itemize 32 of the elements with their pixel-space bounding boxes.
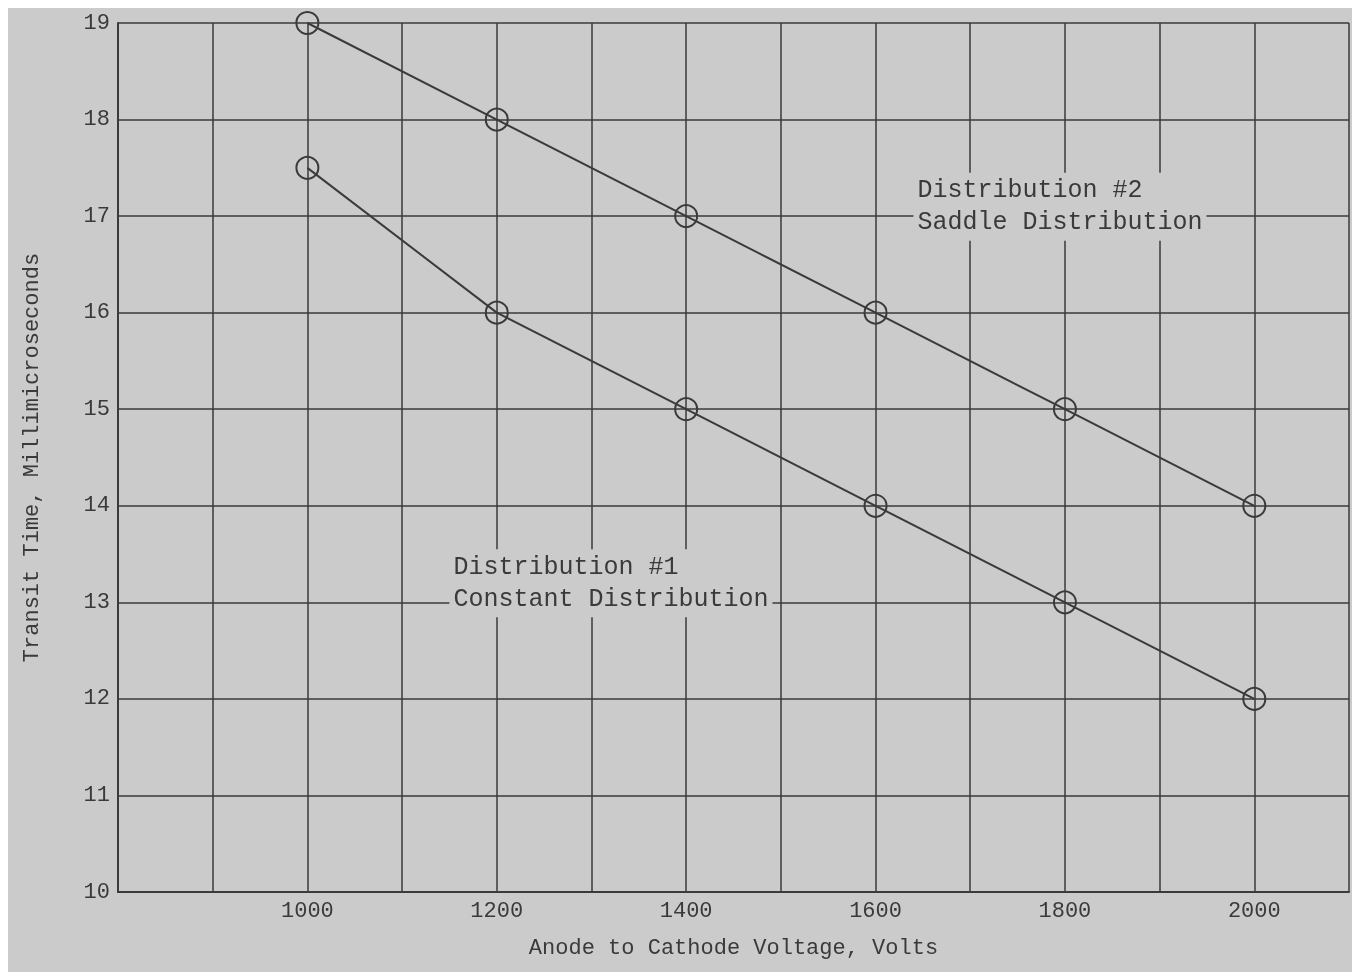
x-tick-label: 1000 xyxy=(280,898,334,924)
x-tick-label: 2000 xyxy=(1227,898,1281,924)
annotation: Distribution #1 Constant Distribution xyxy=(453,552,769,614)
y-tick-label: 14 xyxy=(83,493,110,519)
x-axis-title: Anode to Cathode Voltage, Volts xyxy=(528,935,939,961)
annotation: Distribution #2 Saddle Distribution xyxy=(917,176,1203,238)
y-tick-label: 17 xyxy=(83,203,110,229)
y-tick-label: 18 xyxy=(83,107,110,133)
y-tick-label: 11 xyxy=(83,782,110,808)
y-axis-title: Transit Time, Millimicroseconds xyxy=(19,252,45,663)
x-tick-label: 1400 xyxy=(659,898,713,924)
y-tick-label: 12 xyxy=(83,686,110,712)
point xyxy=(295,11,320,35)
x-tick-label: 1800 xyxy=(1038,898,1092,924)
point xyxy=(863,300,888,325)
x-tick-label: 1200 xyxy=(470,898,524,924)
point xyxy=(1242,493,1267,518)
point xyxy=(1052,397,1077,422)
x-tick-label: 1600 xyxy=(849,898,902,924)
point xyxy=(484,300,509,325)
point xyxy=(295,155,320,180)
point xyxy=(674,397,699,422)
point xyxy=(863,493,888,518)
y-tick-label: 13 xyxy=(83,589,110,615)
point xyxy=(674,204,699,229)
point xyxy=(1242,686,1267,711)
y-tick-label: 15 xyxy=(83,396,110,422)
point xyxy=(1052,590,1077,615)
y-tick-label: 19 xyxy=(83,10,110,36)
y-tick-label: 10 xyxy=(83,879,110,905)
point xyxy=(484,107,509,132)
y-tick-label: 16 xyxy=(83,300,110,326)
